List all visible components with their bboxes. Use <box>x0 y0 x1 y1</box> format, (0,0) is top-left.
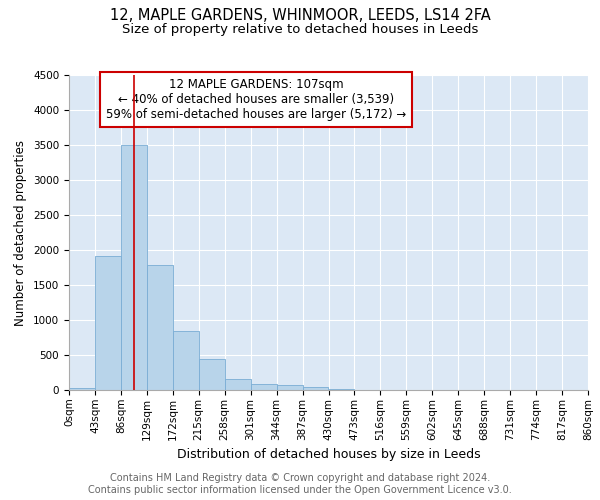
Text: 12 MAPLE GARDENS: 107sqm
← 40% of detached houses are smaller (3,539)
59% of sem: 12 MAPLE GARDENS: 107sqm ← 40% of detach… <box>106 78 406 121</box>
Y-axis label: Number of detached properties: Number of detached properties <box>14 140 28 326</box>
Bar <box>302 387 329 390</box>
Bar <box>147 266 173 390</box>
Bar <box>329 388 355 390</box>
Text: 12, MAPLE GARDENS, WHINMOOR, LEEDS, LS14 2FA: 12, MAPLE GARDENS, WHINMOOR, LEEDS, LS14… <box>110 8 490 22</box>
Bar <box>277 385 302 390</box>
Text: Size of property relative to detached houses in Leeds: Size of property relative to detached ho… <box>122 22 478 36</box>
Bar <box>224 379 251 390</box>
Bar <box>95 256 121 390</box>
Bar <box>199 359 224 390</box>
Bar <box>173 330 199 390</box>
Bar <box>69 388 95 390</box>
X-axis label: Distribution of detached houses by size in Leeds: Distribution of detached houses by size … <box>176 448 481 461</box>
Bar <box>121 145 147 390</box>
Bar <box>251 384 277 390</box>
Text: Contains HM Land Registry data © Crown copyright and database right 2024.
Contai: Contains HM Land Registry data © Crown c… <box>88 474 512 495</box>
